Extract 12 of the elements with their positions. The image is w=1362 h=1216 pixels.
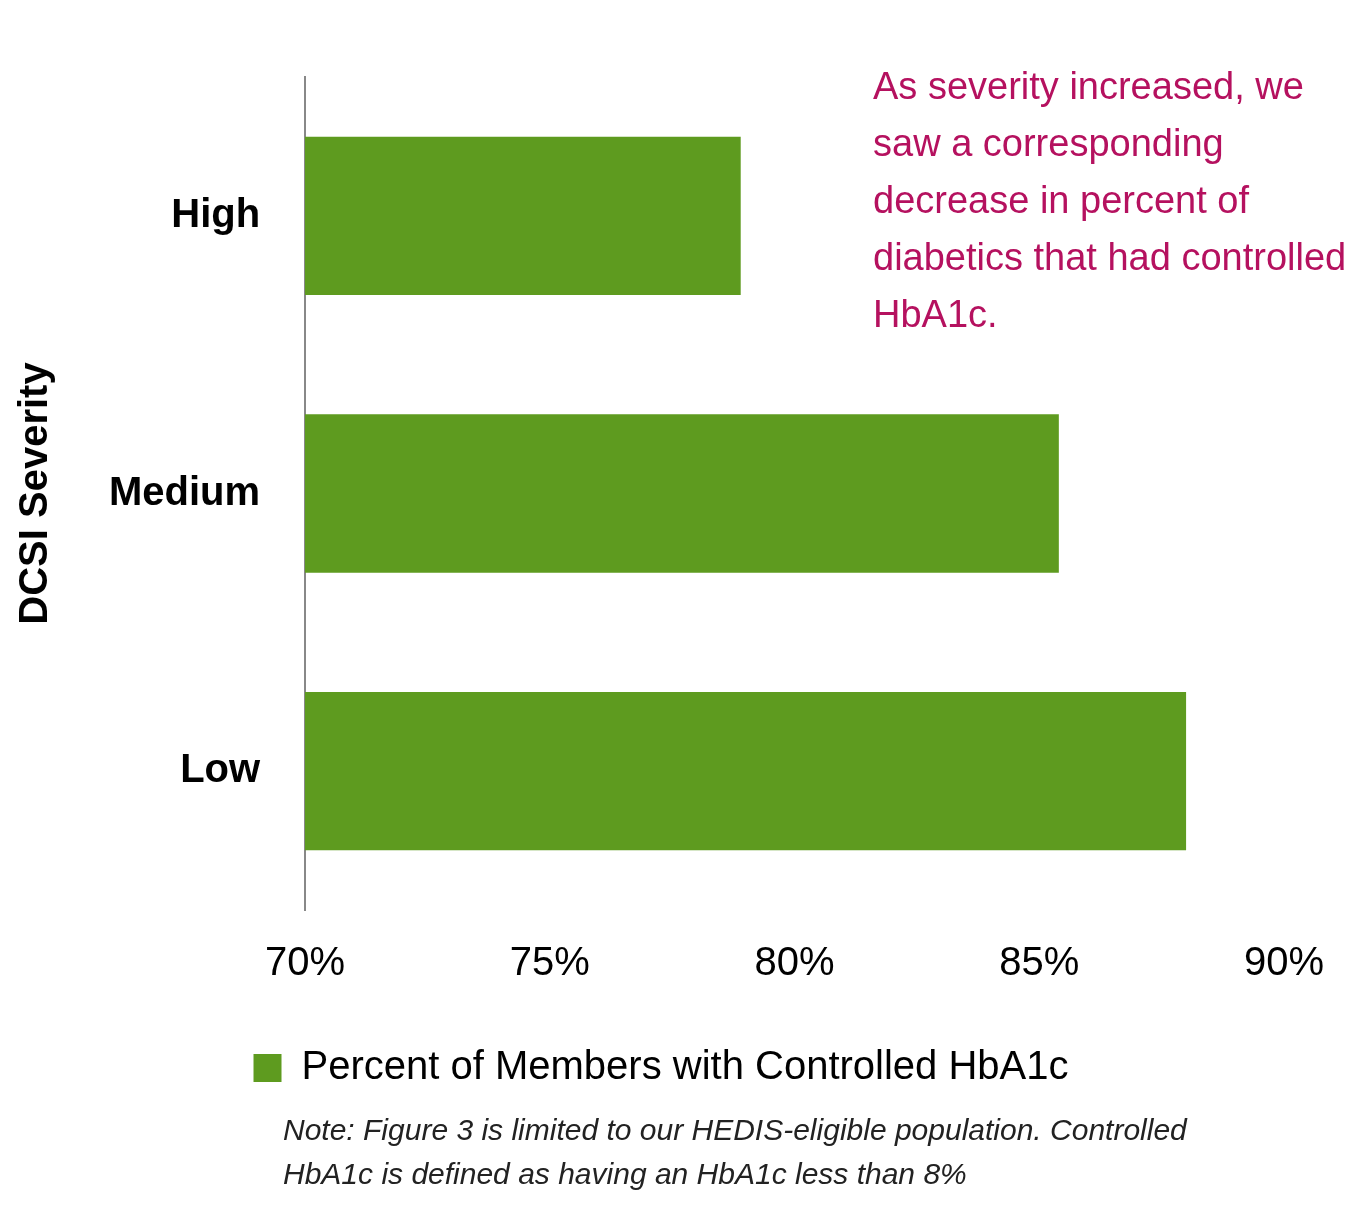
y-axis-title: DCSI Severity bbox=[11, 361, 56, 625]
x-tick-label: 75% bbox=[509, 939, 590, 984]
y-tick-label: Low bbox=[180, 746, 261, 791]
legend-label: Percent of Members with Controlled HbA1c bbox=[301, 1043, 1069, 1088]
x-tick-label: 70% bbox=[265, 939, 346, 984]
text: Note: Figure 3 is limited to our HEDIS-eligible population. Controlled HbA1c is defined as having an HbA1c less than 8% bbox=[283, 1112, 1189, 1192]
x-tick-label: 90% bbox=[1243, 939, 1324, 984]
annotation: As severity increased, we saw a corresponding decrease in percent of diabetics that had controlled HbA1c. bbox=[873, 64, 1348, 337]
y-tick-label: High bbox=[171, 190, 261, 235]
y-tick-label: Medium bbox=[108, 468, 261, 513]
x-tick-label: 80% bbox=[754, 939, 835, 984]
x-tick-label: 85% bbox=[999, 939, 1080, 984]
